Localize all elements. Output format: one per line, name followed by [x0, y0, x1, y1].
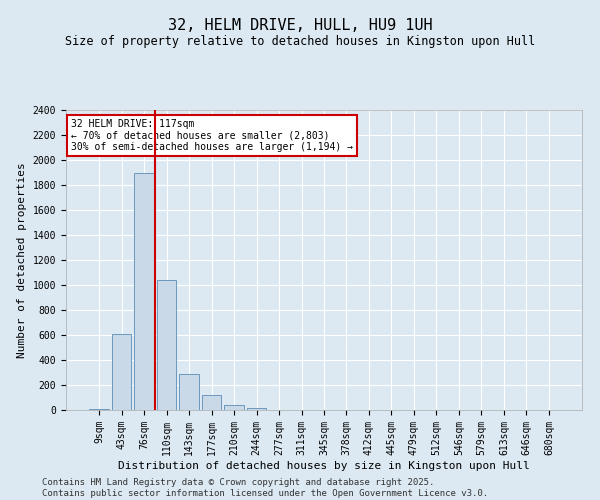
- Bar: [157, 280, 176, 410]
- Bar: [247, 408, 266, 410]
- Bar: [112, 334, 131, 410]
- Bar: [202, 395, 221, 410]
- Bar: [179, 374, 199, 410]
- Bar: [134, 172, 154, 410]
- Y-axis label: Number of detached properties: Number of detached properties: [17, 162, 27, 358]
- X-axis label: Distribution of detached houses by size in Kingston upon Hull: Distribution of detached houses by size …: [118, 460, 530, 470]
- Text: Contains HM Land Registry data © Crown copyright and database right 2025.
Contai: Contains HM Land Registry data © Crown c…: [42, 478, 488, 498]
- Text: Size of property relative to detached houses in Kingston upon Hull: Size of property relative to detached ho…: [65, 35, 535, 48]
- Bar: [89, 409, 109, 410]
- Bar: [224, 405, 244, 410]
- Text: 32, HELM DRIVE, HULL, HU9 1UH: 32, HELM DRIVE, HULL, HU9 1UH: [167, 18, 433, 32]
- Text: 32 HELM DRIVE: 117sqm
← 70% of detached houses are smaller (2,803)
30% of semi-d: 32 HELM DRIVE: 117sqm ← 70% of detached …: [71, 119, 353, 152]
